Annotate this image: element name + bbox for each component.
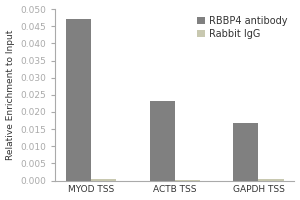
Bar: [91, 179, 116, 181]
Legend: RBBP4 antibody, Rabbit IgG: RBBP4 antibody, Rabbit IgG: [195, 14, 290, 41]
Y-axis label: Relative Enrichment to Input: Relative Enrichment to Input: [6, 30, 15, 160]
Bar: [150, 101, 175, 181]
Bar: [66, 19, 91, 181]
Bar: [258, 179, 284, 181]
Bar: [233, 123, 258, 181]
Bar: [175, 180, 200, 181]
